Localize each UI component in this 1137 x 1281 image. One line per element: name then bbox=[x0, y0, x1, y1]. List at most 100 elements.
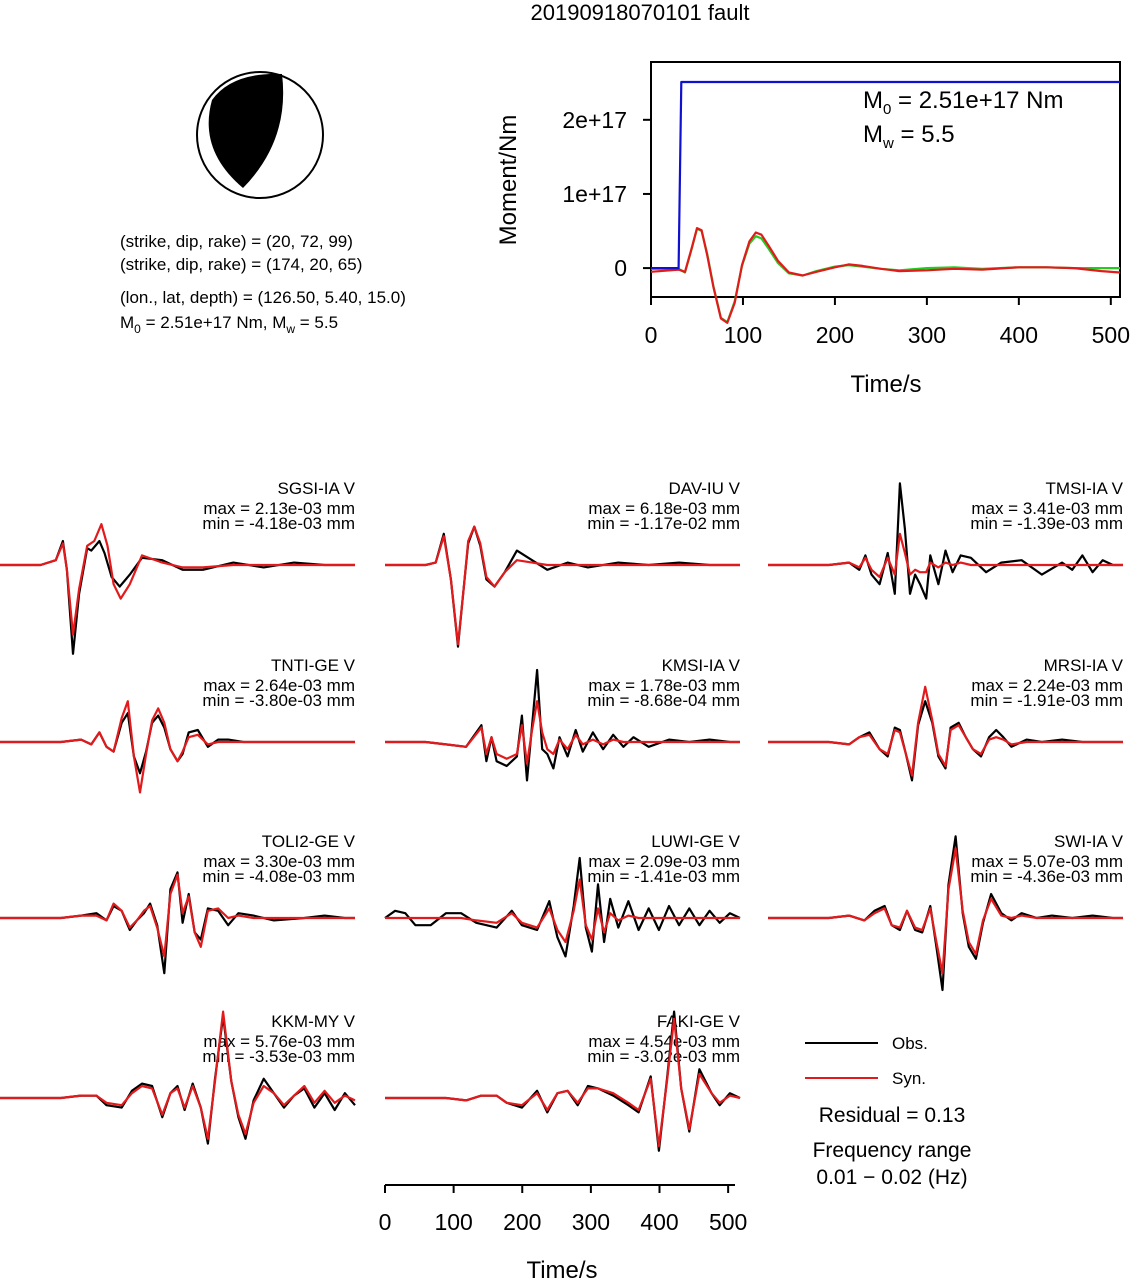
moment-x-tick-label: 400 bbox=[1000, 322, 1038, 348]
trace-syn bbox=[385, 525, 740, 646]
station-name: KMSI-IA V bbox=[662, 656, 741, 675]
moment-series-green bbox=[651, 227, 1120, 324]
trace-obs bbox=[768, 700, 1123, 782]
waveform-x-tick-label: 400 bbox=[640, 1209, 678, 1235]
trace-syn bbox=[768, 685, 1123, 777]
beachball-compression-quadrant bbox=[208, 73, 284, 188]
mw-subscript: w bbox=[285, 322, 295, 336]
moment-y-tick-label: 1e+17 bbox=[562, 181, 627, 207]
moment-y-tick-label: 2e+17 bbox=[562, 107, 627, 133]
moment-series-red bbox=[650, 227, 1121, 324]
mw-value: = 5.5 bbox=[295, 313, 338, 332]
station-max: max = 3.30e-03 mm bbox=[203, 852, 355, 871]
station-name: TMSI-IA V bbox=[1046, 479, 1124, 498]
trace-syn bbox=[0, 700, 355, 794]
focal-mechanism-beachball bbox=[196, 71, 324, 199]
station-name: KKM-MY V bbox=[271, 1012, 355, 1031]
moment-x-axis-label: Time/s bbox=[850, 371, 921, 398]
frequency-range-label: Frequency range bbox=[813, 1139, 972, 1162]
station-max: max = 2.64e-03 mm bbox=[203, 676, 355, 695]
moment-plot-frame bbox=[650, 61, 1121, 298]
station-min: min = -3.02e-03 mm bbox=[587, 1047, 740, 1066]
trace-obs bbox=[0, 539, 355, 655]
m0-symbol: M bbox=[120, 313, 134, 332]
moment-m0-annotation: M0 = 2.51e+17 Nm bbox=[863, 87, 1063, 118]
annot-mw-sub: w bbox=[882, 135, 894, 152]
moment-x-tick-label: 0 bbox=[645, 322, 658, 348]
station-max: max = 2.24e-03 mm bbox=[971, 676, 1123, 695]
waveform-x-tick-label: 300 bbox=[572, 1209, 610, 1235]
moment-x-tick-label: 200 bbox=[816, 322, 854, 348]
annot-m0-symbol: M bbox=[863, 87, 883, 114]
plane-2-text: (strike, dip, rake) = (174, 20, 65) bbox=[120, 255, 362, 274]
legend-syn-label: Syn. bbox=[892, 1069, 926, 1088]
moment-y-axis-label: Moment/Nm bbox=[495, 115, 522, 246]
station-min: min = -1.17e-02 mm bbox=[587, 514, 740, 533]
moment-y-tick-label: 0 bbox=[614, 255, 627, 281]
figure-title: 20190918070101 fault bbox=[531, 0, 750, 25]
legend-obs-label: Obs. bbox=[892, 1034, 928, 1053]
legend: Obs. Syn. bbox=[805, 1034, 928, 1088]
trace-obs bbox=[385, 525, 740, 648]
moment-series-group bbox=[650, 80, 1121, 324]
station-min: min = -1.41e-03 mm bbox=[587, 867, 740, 886]
station-name: FAKI-GE V bbox=[657, 1012, 741, 1031]
station-name: TNTI-GE V bbox=[271, 656, 356, 675]
station-max: max = 2.13e-03 mm bbox=[203, 499, 355, 518]
moment-rate-plot: 0 100 200 300 400 500 0 1e+17 2e+17 Time/s Mome… bbox=[495, 61, 1130, 398]
station-min: min = -3.80e-03 mm bbox=[202, 691, 355, 710]
station-min: min = -4.08e-03 mm bbox=[202, 867, 355, 886]
waveform-x-ticks: 0 100 200 300 400 500 bbox=[379, 1185, 747, 1235]
trace-obs bbox=[385, 668, 740, 782]
station-max: max = 5.07e-03 mm bbox=[971, 852, 1123, 871]
station-name: TOLI2-GE V bbox=[262, 832, 356, 851]
station-max: max = 4.54e-03 mm bbox=[588, 1032, 740, 1051]
trace-syn bbox=[0, 873, 355, 958]
station-max: max = 5.76e-03 mm bbox=[203, 1032, 355, 1051]
moment-series-cumulative bbox=[651, 80, 1120, 270]
station-max: max = 2.09e-03 mm bbox=[588, 852, 740, 871]
moment-x-ticks: 0 100 200 300 400 500 bbox=[645, 297, 1130, 348]
station-name: SGSI-IA V bbox=[278, 479, 356, 498]
station-min: min = -4.36e-03 mm bbox=[970, 867, 1123, 886]
trace-syn bbox=[768, 847, 1123, 975]
waveform-x-tick-label: 0 bbox=[379, 1209, 392, 1235]
trace-obs bbox=[0, 871, 355, 975]
annot-m0-sub: 0 bbox=[883, 101, 891, 118]
frequency-range-value: 0.01 − 0.02 (Hz) bbox=[816, 1166, 967, 1189]
trace-syn bbox=[385, 878, 740, 944]
waveform-time-axis: 0 100 200 300 400 500 Time/s bbox=[379, 1184, 747, 1281]
trace-syn bbox=[0, 1010, 356, 1140]
annot-m0-value: = 2.51e+17 Nm bbox=[891, 87, 1063, 114]
waveform-x-tick-label: 500 bbox=[709, 1209, 747, 1235]
trace-obs bbox=[768, 482, 1123, 600]
moment-x-tick-label: 300 bbox=[908, 322, 946, 348]
m0-value: = 2.51e+17 Nm, M bbox=[141, 313, 287, 332]
station-min: min = -4.18e-03 mm bbox=[202, 514, 355, 533]
location-text: (lon., lat, depth) = (126.50, 5.40, 15.0… bbox=[120, 288, 406, 307]
trace-syn bbox=[385, 700, 740, 765]
waveform-x-axis-label: Time/s bbox=[526, 1257, 597, 1281]
waveform-x-tick-label: 200 bbox=[503, 1209, 541, 1235]
station-max: max = 3.41e-03 mm bbox=[971, 499, 1123, 518]
waveform-x-tick-label: 100 bbox=[434, 1209, 472, 1235]
plane-1-text: (strike, dip, rake) = (20, 72, 99) bbox=[120, 232, 353, 251]
trace-syn bbox=[385, 1017, 741, 1148]
trace-obs bbox=[0, 712, 355, 775]
station-min: min = -1.91e-03 mm bbox=[970, 691, 1123, 710]
station-name: DAV-IU V bbox=[669, 479, 741, 498]
residual-text: Residual = 0.13 bbox=[819, 1104, 966, 1127]
station-max: max = 1.78e-03 mm bbox=[588, 676, 740, 695]
trace-syn bbox=[768, 532, 1123, 579]
